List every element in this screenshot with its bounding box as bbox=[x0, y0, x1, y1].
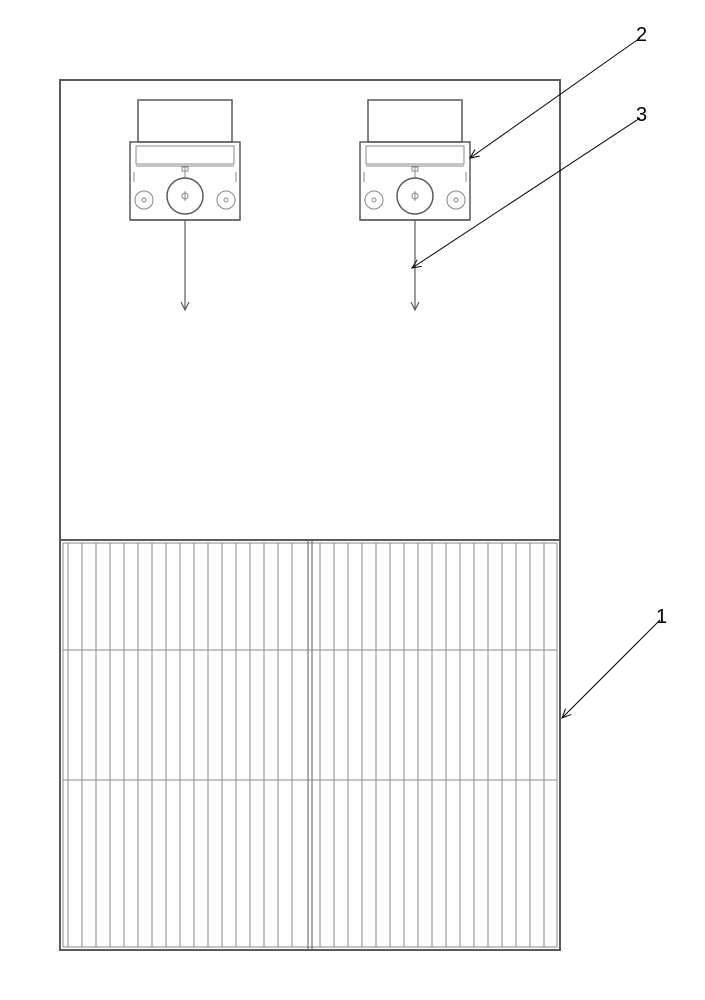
callout-label-1: 1 bbox=[656, 606, 667, 629]
diagram-svg bbox=[0, 0, 705, 1000]
diagram-canvas: 2 3 1 bbox=[0, 0, 705, 1000]
callout-label-3: 3 bbox=[636, 104, 647, 127]
callout-label-2: 2 bbox=[636, 24, 647, 47]
